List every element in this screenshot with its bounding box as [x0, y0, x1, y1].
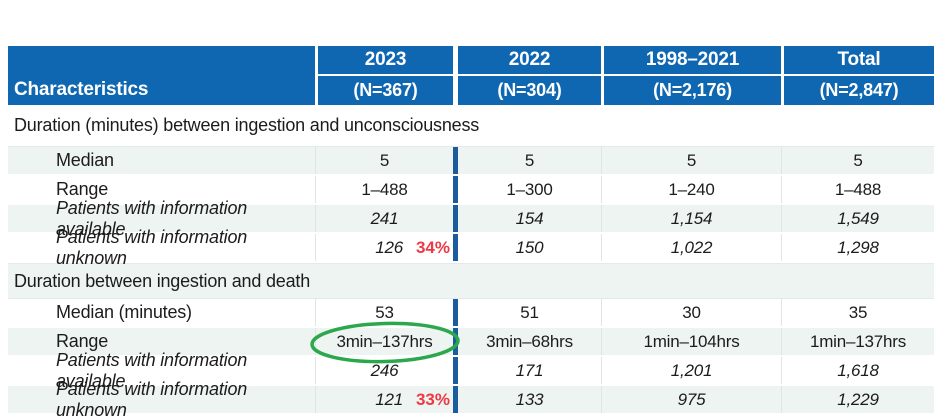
value-cell-2023: 1–488: [315, 176, 453, 203]
value-cell-2022: 3min–68hrs: [486, 331, 573, 351]
column-header-2022: 2022 (N=304): [458, 46, 601, 105]
column-divider-bar: [453, 299, 458, 326]
value-cell-2022: 1–300: [506, 179, 553, 199]
value-cell-2022: 5: [524, 150, 535, 170]
table-header: Characteristics 2023 (N=367) 2022 (N=304) 19…: [8, 46, 934, 105]
percent-highlight: 33%: [415, 389, 450, 409]
value-cell-2023: 126 34%: [315, 234, 453, 261]
column-header-total: Total (N=2,847): [781, 46, 934, 105]
value-cell-2023: 241: [315, 205, 453, 232]
row-label: Range: [56, 179, 109, 199]
value-number: 121: [375, 389, 403, 409]
table-row: Patients with information available 246 17…: [8, 350, 934, 391]
table-row: Range 1–488 1–300 1–240 1–488: [8, 176, 934, 205]
table-row: Patients with information available 241 15…: [8, 198, 934, 239]
column-n-label: (N=367): [318, 76, 453, 105]
value-cell-1998-2021: 1,201: [601, 357, 781, 384]
column-period-label: 1998–2021: [604, 46, 781, 76]
section-title: Duration between ingestion and death: [8, 263, 934, 299]
section-title: Duration (minutes) between ingestion and…: [8, 105, 934, 147]
value-cell-2023: 53: [315, 299, 453, 326]
value-cell-1998-2021: 1,022: [601, 234, 781, 261]
column-divider-bar: [453, 176, 458, 203]
column-n-label: (N=2,176): [604, 76, 781, 105]
value-cell-1998-2021: 1–240: [601, 176, 781, 203]
value-cell-2022: 150: [515, 237, 544, 257]
value-number: 126: [375, 237, 403, 257]
percent-highlight: 34%: [415, 237, 450, 257]
column-divider-bar: [453, 147, 458, 174]
column-header-1998-2021: 1998–2021 (N=2,176): [601, 46, 781, 105]
value-cell-total: 1,229: [781, 386, 934, 413]
value-cell-1998-2021: 1min–104hrs: [601, 328, 781, 355]
value-cell-total: 1–488: [781, 176, 934, 203]
column-period-label: 2023: [318, 46, 453, 76]
column-n-label: (N=304): [458, 76, 601, 105]
value-cell-1998-2021: 5: [601, 147, 781, 174]
value-cell-2023: 3min–137hrs: [310, 321, 460, 364]
table-body: Duration (minutes) between ingestion and…: [8, 105, 934, 419]
value-cell-total: 1min–137hrs: [781, 328, 934, 355]
row-label: Median: [56, 150, 114, 170]
row-label: Range: [56, 331, 109, 351]
value-cell-total: 1,298: [781, 234, 934, 261]
column-divider-bar: [453, 357, 458, 384]
table-row: Median 5 5 5 5: [8, 147, 934, 176]
row-label: Median (minutes): [56, 302, 192, 322]
column-divider-bar: [453, 386, 458, 413]
column-divider-bar: [453, 234, 458, 261]
value-cell-total: 1,549: [781, 205, 934, 232]
value-cell-1998-2021: 975: [601, 386, 781, 413]
value-cell-total: 35: [781, 299, 934, 326]
value-cell-2022: 133: [515, 389, 544, 409]
value-cell-2023: 246: [315, 357, 453, 384]
column-period-label: 2022: [458, 46, 601, 76]
column-header-2023: 2023 (N=367): [315, 46, 453, 105]
value-cell-total: 1,618: [781, 357, 934, 384]
table-row: Patients with information unknown 121 33% 1…: [8, 378, 934, 419]
duration-characteristics-table: Characteristics 2023 (N=367) 2022 (N=304) 19…: [8, 46, 934, 419]
value-cell-2022: 51: [520, 302, 539, 322]
characteristics-header: Characteristics: [8, 46, 315, 105]
value-cell-total: 5: [781, 147, 934, 174]
row-label: Patients with information unknown: [56, 378, 248, 419]
column-divider-bar: [453, 205, 458, 232]
value-cell-2023: 5: [315, 147, 453, 174]
table-row: Median (minutes) 53 51 30 35: [8, 299, 934, 328]
column-period-label: Total: [784, 46, 934, 76]
value-cell-1998-2021: 30: [601, 299, 781, 326]
table-row: Patients with information unknown 126 34% 1…: [8, 226, 934, 268]
column-divider-gap: [453, 46, 458, 105]
row-label: Patients with information unknown: [56, 226, 248, 268]
value-cell-1998-2021: 1,154: [601, 205, 781, 232]
value-cell-2022: 154: [515, 208, 544, 228]
column-n-label: (N=2,847): [784, 76, 934, 105]
value-cell-2022: 171: [515, 360, 544, 380]
value-cell-2023: 121 33%: [315, 386, 453, 413]
